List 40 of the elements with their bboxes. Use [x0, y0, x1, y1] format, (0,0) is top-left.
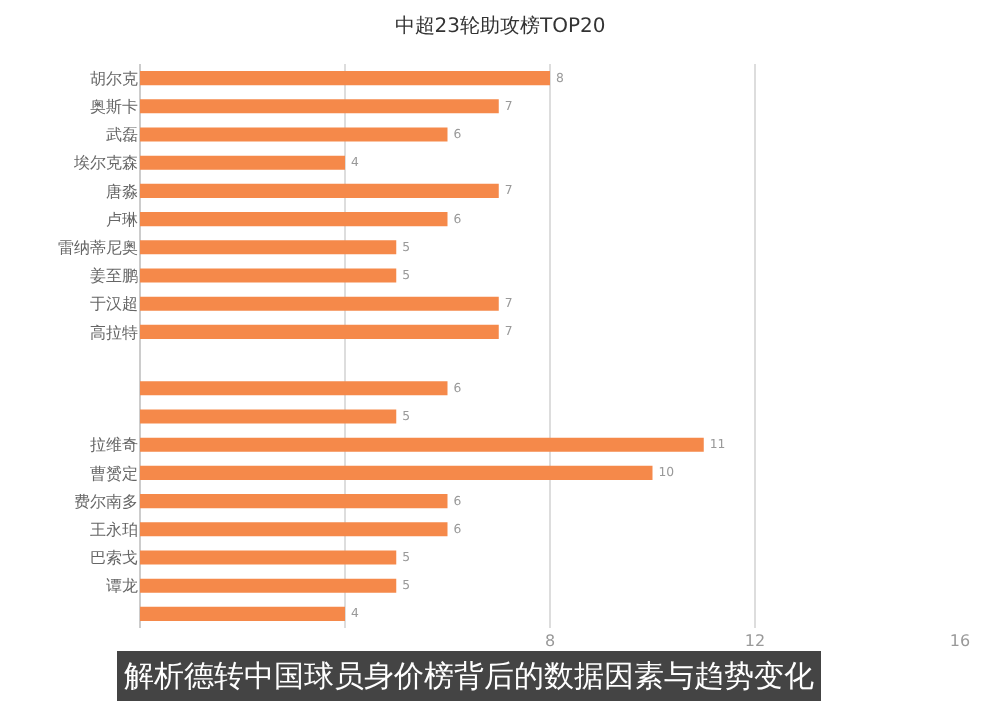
x-tick-label: 12 — [744, 632, 766, 650]
bar — [140, 296, 499, 311]
y-tick-label: 姜至鹏 — [90, 267, 138, 286]
y-tick-label: 曹赟定 — [90, 464, 138, 483]
bar — [140, 606, 345, 621]
y-tick-label: 费尔南多 — [74, 492, 138, 511]
y-tick-label: 奥斯卡 — [90, 97, 138, 116]
y-tick-label: 埃尔克森 — [72, 154, 138, 173]
bar — [140, 381, 448, 396]
bar — [140, 155, 345, 170]
bar — [140, 212, 448, 227]
bar — [140, 268, 397, 283]
y-tick-label: 于汉超 — [90, 295, 138, 314]
y-tick-label: 雷纳蒂尼奥 — [58, 238, 138, 257]
bar — [140, 127, 448, 142]
y-tick-label: 武磊 — [106, 126, 138, 145]
bar — [140, 550, 397, 565]
bar — [140, 240, 397, 255]
bar — [140, 324, 499, 339]
bar — [140, 437, 704, 452]
y-tick-label: 王永珀 — [90, 520, 138, 539]
bar — [140, 578, 397, 593]
y-tick-label: 谭龙 — [106, 577, 138, 596]
chart-title: 中超23轮助攻榜TOP20 — [394, 14, 606, 39]
bar — [140, 494, 448, 509]
y-tick-label: 胡尔克 — [90, 69, 138, 88]
bar — [140, 99, 499, 114]
x-tick-label: 8 — [544, 632, 556, 650]
y-tick-label: 高拉特 — [90, 323, 138, 342]
x-tick-label: 16 — [949, 632, 971, 650]
y-tick-label: 巴索戈 — [90, 549, 138, 568]
bar — [140, 522, 448, 537]
y-tick-label: 拉维奇 — [90, 436, 138, 455]
y-tick-label: 唐淼 — [106, 182, 138, 201]
y-tick-label: 卢琳 — [106, 210, 138, 229]
text: 解析德转中国球员身价榜背后的数据因素与趋势变化 — [124, 658, 814, 694]
bar — [140, 465, 653, 480]
bar — [140, 183, 499, 198]
bar — [140, 71, 550, 86]
bar — [140, 409, 397, 424]
